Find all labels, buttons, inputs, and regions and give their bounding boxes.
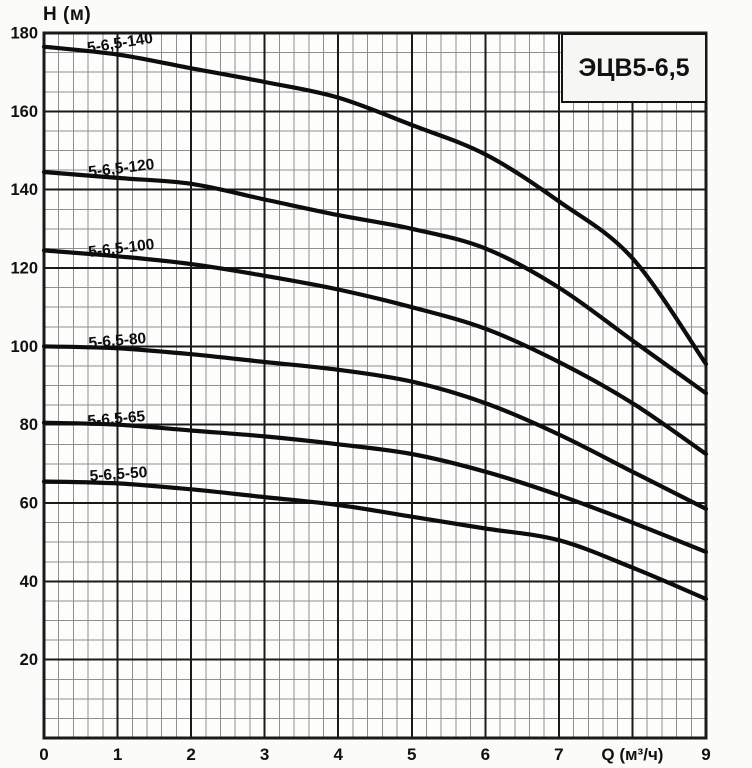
y-tick-label: 160 bbox=[10, 103, 38, 121]
minor-grid bbox=[44, 33, 706, 738]
pump-curve-5-6,5-120 bbox=[41, 169, 709, 396]
x-tick-label: 7 bbox=[554, 745, 563, 764]
y-axis-title: H (м) bbox=[43, 4, 92, 25]
pump-model-box: ЭЦВ5-6,5 bbox=[561, 33, 707, 103]
pump-curve-5-6,5-65 bbox=[41, 420, 709, 555]
curve-label: 5-6,5-50 bbox=[89, 464, 148, 485]
x-tick-label: 6 bbox=[481, 745, 490, 764]
x-tick-label: 9 bbox=[701, 745, 710, 764]
plot-border bbox=[42, 31, 708, 740]
curve-label: 5-6,5-80 bbox=[88, 330, 147, 352]
y-tick-label: 120 bbox=[10, 260, 38, 278]
y-tick-label: 140 bbox=[10, 181, 38, 199]
x-tick-label: 4 bbox=[333, 745, 343, 764]
x-tick-label: 1 bbox=[113, 745, 122, 764]
y-tick-label: 40 bbox=[20, 573, 38, 591]
x-tick-label: 3 bbox=[260, 745, 269, 764]
pump-curve-5-6,5-140 bbox=[41, 44, 709, 367]
pump-model-title: ЭЦВ5-6,5 bbox=[578, 53, 690, 82]
y-tick-label: 20 bbox=[20, 651, 38, 669]
pump-curve-5-6,5-100 bbox=[41, 248, 709, 457]
pump-curve-5-6,5-80 bbox=[41, 344, 709, 511]
y-tick-label: 100 bbox=[10, 338, 38, 356]
pump-curves bbox=[41, 44, 709, 602]
y-tick-label: 60 bbox=[20, 495, 38, 513]
x-tick-label: 5 bbox=[407, 745, 416, 764]
x-tick-label: 2 bbox=[186, 745, 195, 764]
y-tick-label: 80 bbox=[20, 416, 38, 434]
curve-label: 5-6,5-65 bbox=[87, 408, 146, 430]
x-tick-label: 0 bbox=[39, 745, 48, 764]
x-axis-unit-label: Q (м³/ч) bbox=[601, 745, 663, 764]
pump-curve-5-6,5-50 bbox=[41, 479, 709, 602]
y-tick-label: 180 bbox=[10, 25, 38, 43]
